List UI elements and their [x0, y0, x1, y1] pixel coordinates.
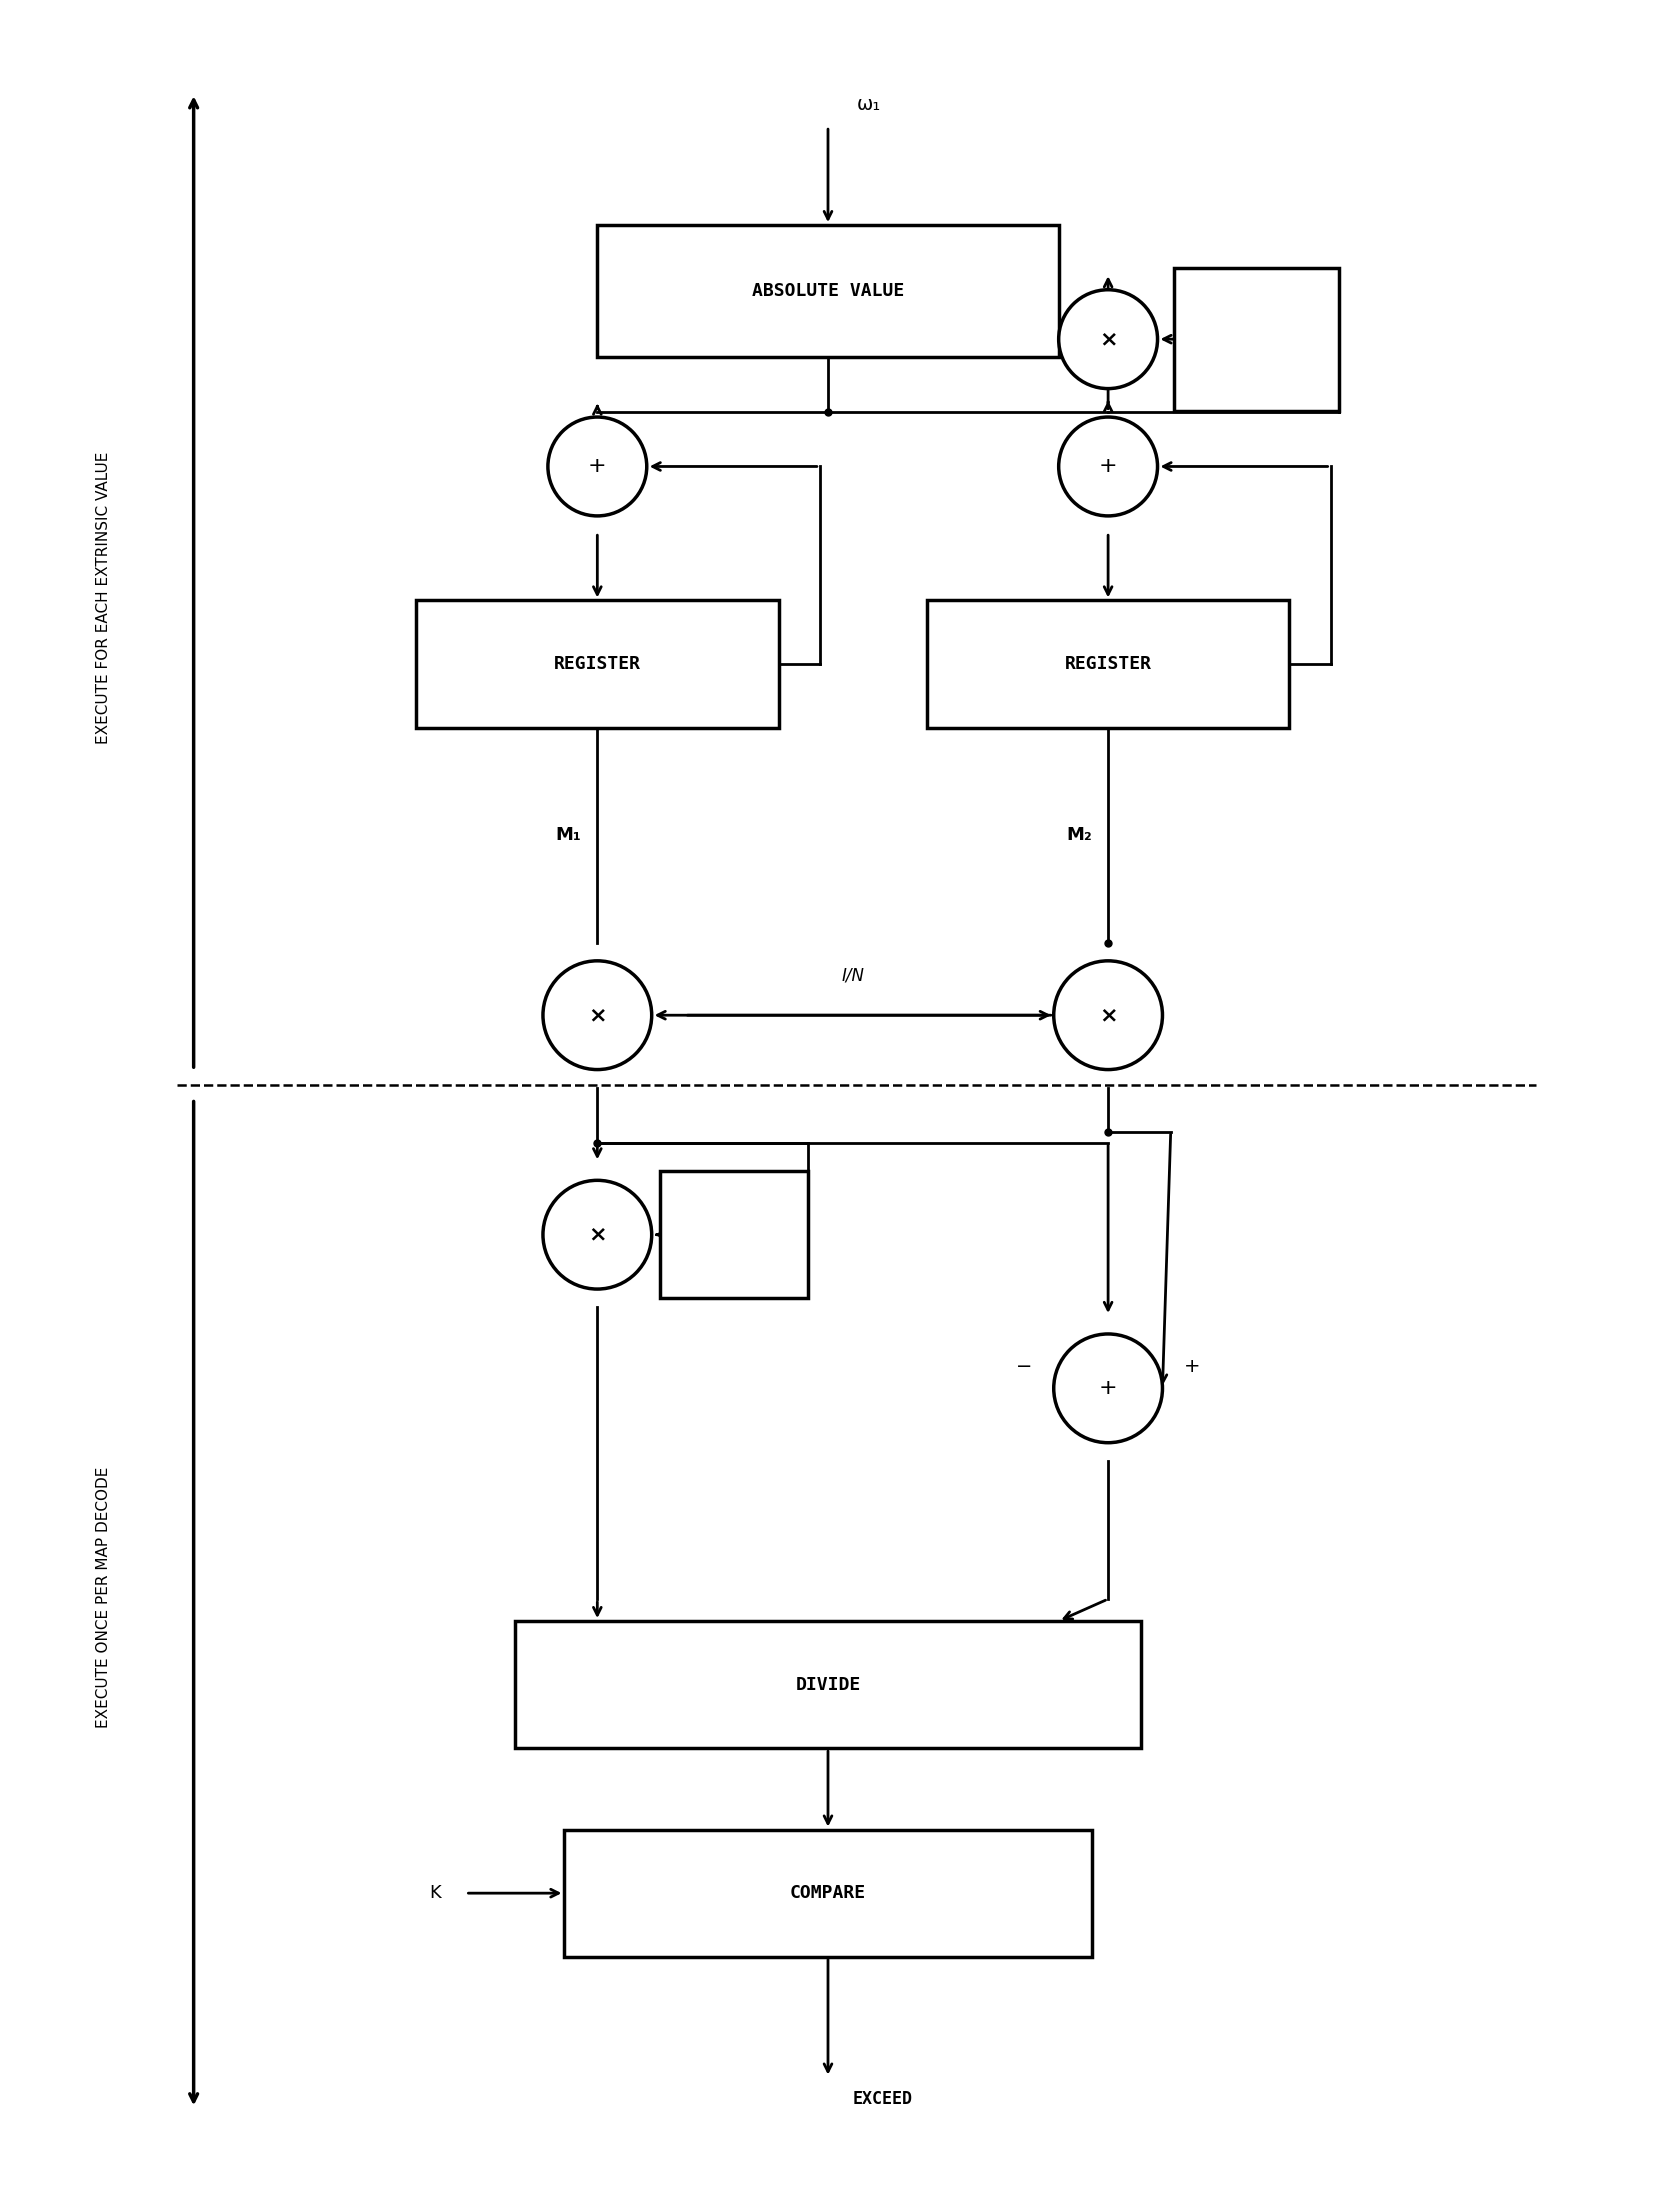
Circle shape [543, 962, 652, 1070]
Bar [660, 1171, 808, 1299]
Text: ×: × [588, 1224, 606, 1244]
Circle shape [548, 417, 647, 516]
Text: +: + [1183, 1357, 1200, 1377]
Text: +: + [1099, 457, 1117, 476]
Circle shape [1053, 962, 1162, 1070]
Circle shape [543, 1180, 652, 1288]
Text: K: K [429, 1884, 440, 1902]
Text: ×: × [1099, 1006, 1117, 1026]
Bar [415, 600, 778, 728]
Text: REGISTER: REGISTER [1064, 655, 1150, 673]
Text: −: − [1015, 1357, 1031, 1377]
Text: I/N: I/N [841, 966, 864, 984]
Text: M₂: M₂ [1066, 827, 1091, 845]
Text: M₁: M₁ [554, 827, 581, 845]
Text: ω₁: ω₁ [857, 95, 880, 115]
Text: EXCEED: EXCEED [852, 2091, 912, 2109]
Bar [564, 1829, 1091, 1957]
Bar [515, 1621, 1140, 1749]
Text: +: + [588, 457, 606, 476]
Circle shape [1058, 417, 1157, 516]
Text: ABSOLUTE VALUE: ABSOLUTE VALUE [751, 282, 904, 300]
Bar [597, 225, 1058, 357]
Text: REGISTER: REGISTER [553, 655, 640, 673]
Bar [1173, 267, 1337, 410]
Text: EXECUTE FOR EACH EXTRINSIC VALUE: EXECUTE FOR EACH EXTRINSIC VALUE [96, 452, 111, 743]
Circle shape [1053, 1335, 1162, 1443]
Text: ×: × [588, 1006, 606, 1026]
Text: DIVIDE: DIVIDE [794, 1677, 861, 1694]
Text: ×: × [1099, 329, 1117, 349]
Text: EXECUTE ONCE PER MAP DECODE: EXECUTE ONCE PER MAP DECODE [96, 1467, 111, 1727]
Text: COMPARE: COMPARE [789, 1884, 866, 1902]
Bar [927, 600, 1289, 728]
Text: +: + [1099, 1379, 1117, 1399]
Circle shape [1058, 289, 1157, 388]
